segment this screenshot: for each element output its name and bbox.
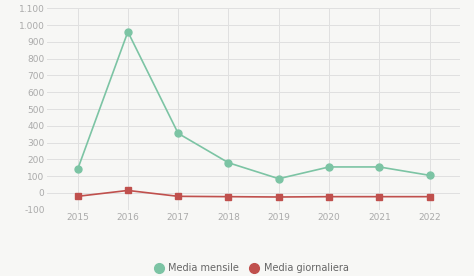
Media mensile [376,165,382,169]
Media mensile [75,168,81,171]
Media giornaliera [175,195,181,198]
Media mensile [427,174,432,177]
Media mensile [125,30,131,33]
Legend: Media mensile, Media giornaliera: Media mensile, Media giornaliera [155,259,352,276]
Media giornaliera [226,195,231,198]
Media giornaliera [276,195,282,199]
Media mensile [226,161,231,164]
Media giornaliera [326,195,332,198]
Media giornaliera [125,189,131,192]
Media mensile [276,177,282,180]
Media giornaliera [376,195,382,198]
Media mensile [175,132,181,135]
Line: Media giornaliera: Media giornaliera [75,188,432,200]
Media giornaliera [427,195,432,198]
Media giornaliera [75,195,81,198]
Media mensile [326,165,332,169]
Line: Media mensile: Media mensile [74,28,433,182]
